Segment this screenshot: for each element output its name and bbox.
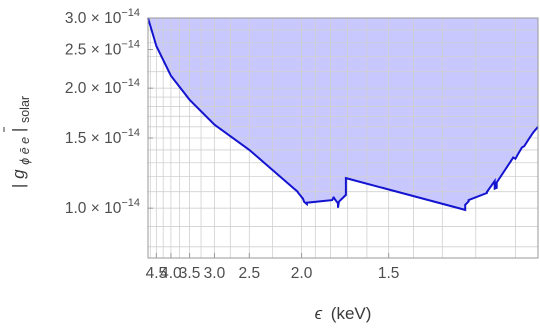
x-axis-unit: (keV) <box>331 304 372 323</box>
y-axis-abs-right: | <box>9 128 28 132</box>
y-tick-label: 2.5 × 10−14 <box>65 39 140 59</box>
excluded-region-layer <box>148 18 538 210</box>
y-axis-symbol: g <box>9 169 28 179</box>
x-tick-label: 4.5 <box>146 265 168 282</box>
y-axis-title: | g ϕ ē e | solar <box>3 96 33 188</box>
y-tick-labels: 1.0 × 10−14 1.5 × 10−14 2.0 × 10−14 2.5 × 1… <box>65 7 140 217</box>
y-tick-label: 2.0 × 10−14 <box>65 77 140 97</box>
x-tick-label: 4.0 <box>160 265 182 282</box>
y-axis-abs-left: | <box>9 184 28 188</box>
excluded-region <box>148 18 538 210</box>
grid-layer <box>148 18 538 258</box>
x-tick-label: 3.5 <box>179 265 201 282</box>
plot-frame-layer <box>147 17 539 259</box>
x-axis-symbol: ϵ <box>315 304 323 323</box>
x-axis-title: ϵ (keV) <box>315 304 372 323</box>
x-tick-label: 2.5 <box>239 265 261 282</box>
y-axis-solar: solar <box>18 96 32 123</box>
y-tick-label: 1.0 × 10−14 <box>65 197 140 217</box>
y-axis-subscript: ϕ ē e <box>18 137 32 165</box>
y-axis-title-text: | g ϕ ē e | solar <box>9 96 33 188</box>
y-tick-label: 3.0 × 10−14 <box>65 7 140 27</box>
x-tick-label: 1.5 <box>378 265 400 282</box>
y-tick-label: 1.5 × 10−14 <box>65 127 140 147</box>
x-tick-label: 3.0 <box>204 265 226 282</box>
x-tick-label: 2.0 <box>291 265 313 282</box>
x-tick-labels: 1.5 2.0 2.5 3.03.54.04.5 <box>146 265 400 282</box>
bound-curve <box>147 17 539 212</box>
bound-curve-layer <box>147 17 539 212</box>
